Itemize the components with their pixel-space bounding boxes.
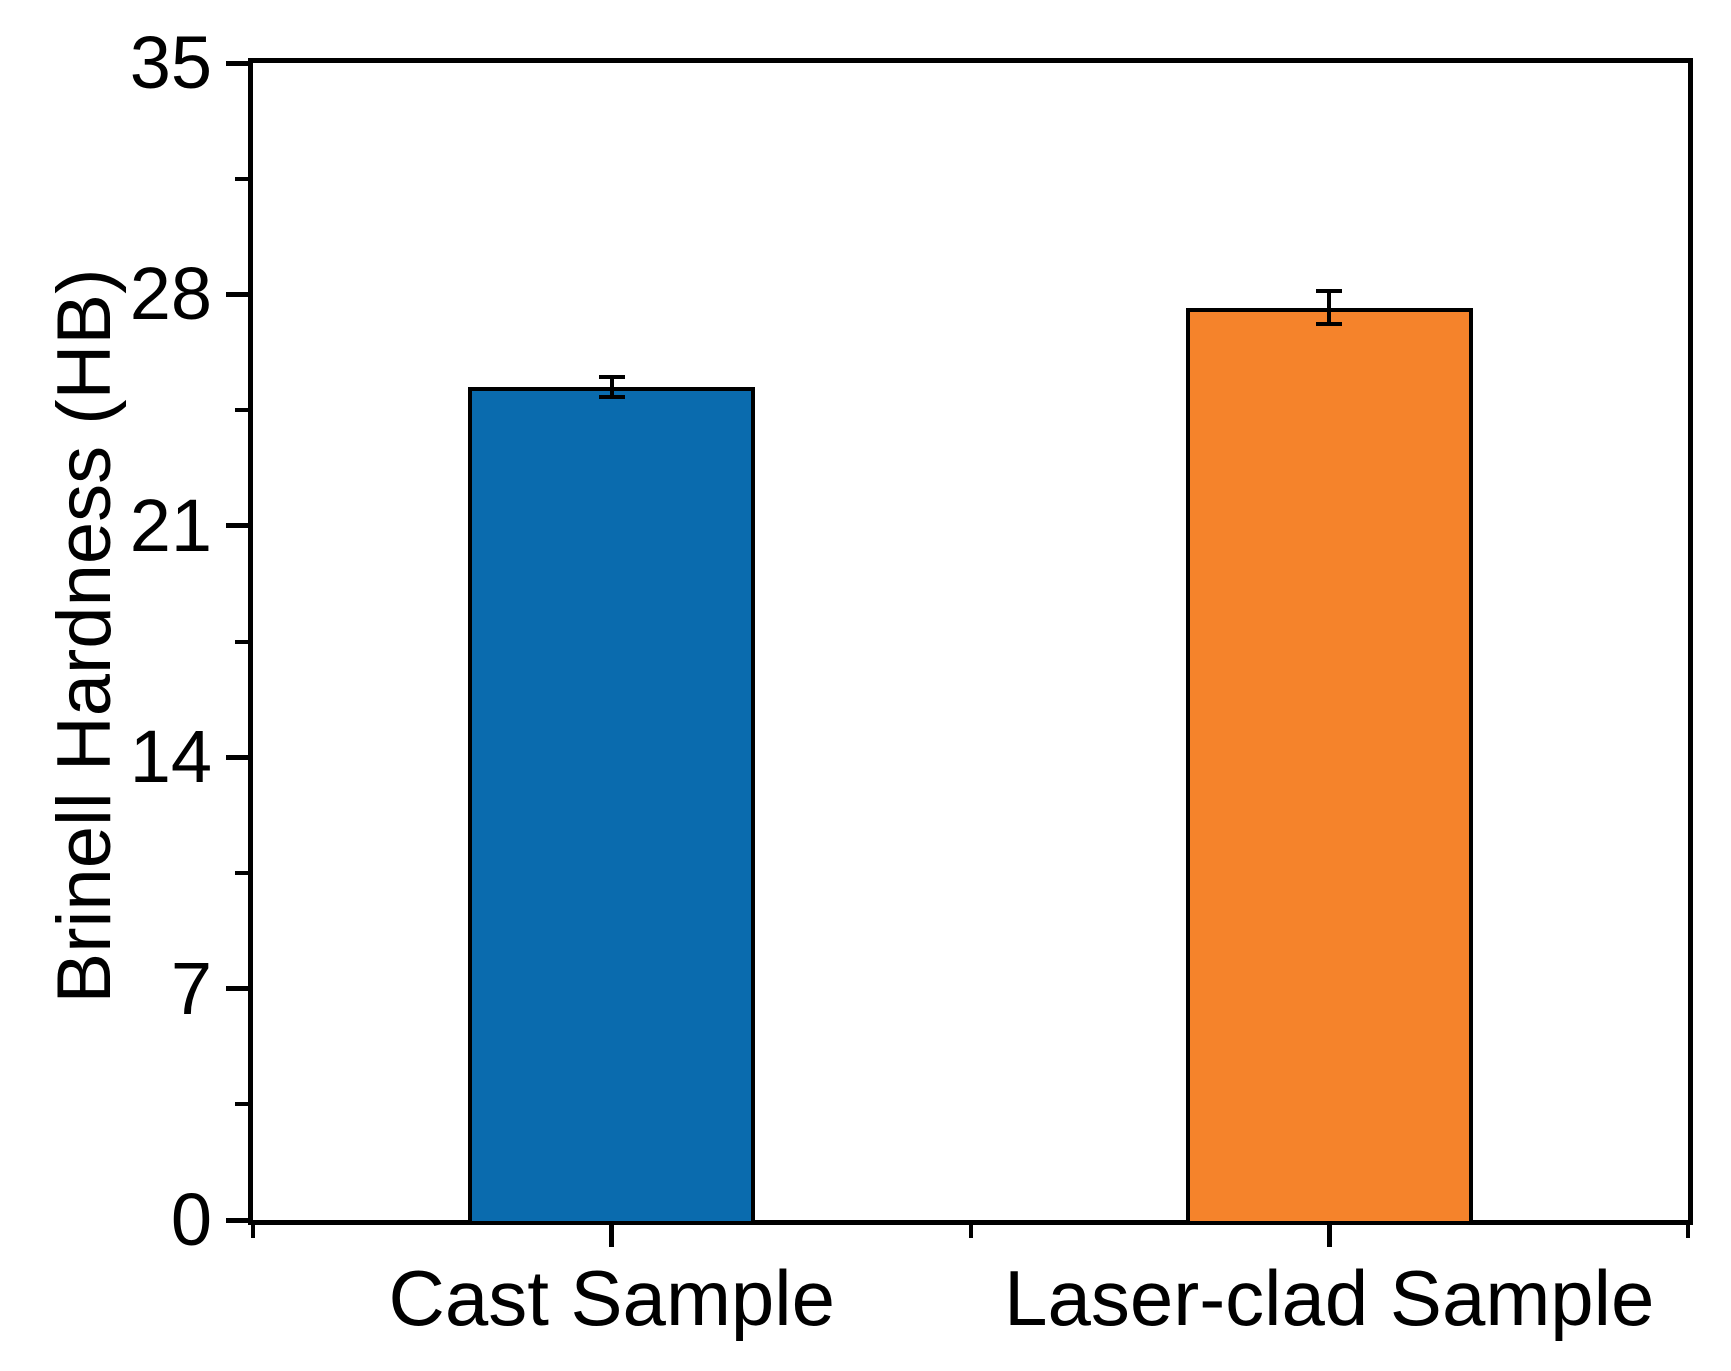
bar [1185,307,1473,1225]
y-major-tick [226,1217,248,1223]
x-minor-tick [1686,1225,1690,1238]
x-minor-tick [968,1225,973,1238]
x-major-tick [1326,1225,1332,1247]
y-minor-tick [235,870,248,875]
error-bar-top-cap [1316,289,1343,294]
plot-area-frame [248,58,1693,1225]
x-minor-tick [251,1225,255,1238]
y-tick-label: 7 [170,946,212,1030]
y-major-tick [226,986,248,992]
bar [468,386,756,1225]
y-minor-tick [235,639,248,644]
y-major-tick [226,523,248,529]
error-bar-bottom-cap [598,394,625,399]
error-bar-bottom-cap [1316,322,1343,327]
y-tick-label: 35 [129,21,212,104]
y-major-tick [226,291,248,297]
y-tick-label: 21 [129,483,212,567]
y-major-tick [226,60,248,66]
error-bar-line [609,377,614,397]
error-bar-line [1327,291,1332,325]
x-major-tick [609,1225,615,1247]
error-bar-top-cap [598,375,625,380]
x-category-label: Cast Sample [388,1254,836,1342]
y-minor-tick [235,408,248,413]
y-tick-label: 28 [129,252,212,336]
y-minor-tick [235,1102,248,1107]
y-minor-tick [235,176,248,181]
y-major-tick [226,754,248,760]
y-tick-label: 14 [129,715,212,799]
y-tick-label: 0 [170,1178,212,1261]
x-category-label: Laser-clad Sample [1004,1254,1655,1342]
